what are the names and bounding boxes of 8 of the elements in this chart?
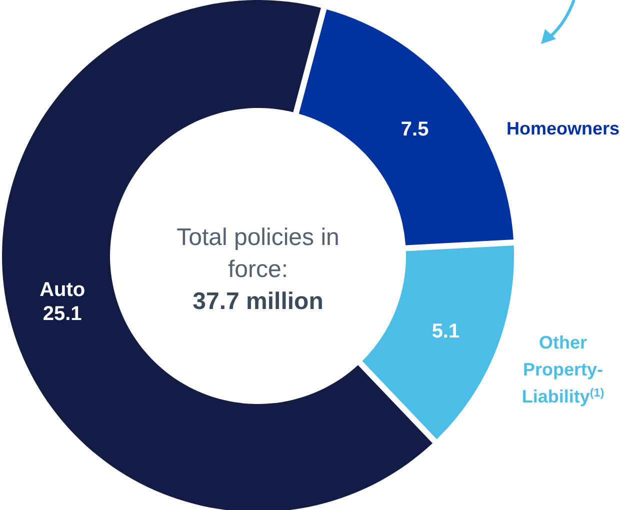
data-label: 7.5 xyxy=(400,118,429,141)
data-label: 5.1 xyxy=(432,320,460,343)
slice-label: Homeowners xyxy=(506,118,620,139)
slice-label: Other Property-Liability$^{(1)}$ xyxy=(522,332,604,407)
text: Total policies in force: xyxy=(176,224,340,283)
text: 37.7 million xyxy=(192,288,324,315)
data-label: 25.1 xyxy=(42,303,82,326)
slice-label: Auto xyxy=(40,279,86,302)
